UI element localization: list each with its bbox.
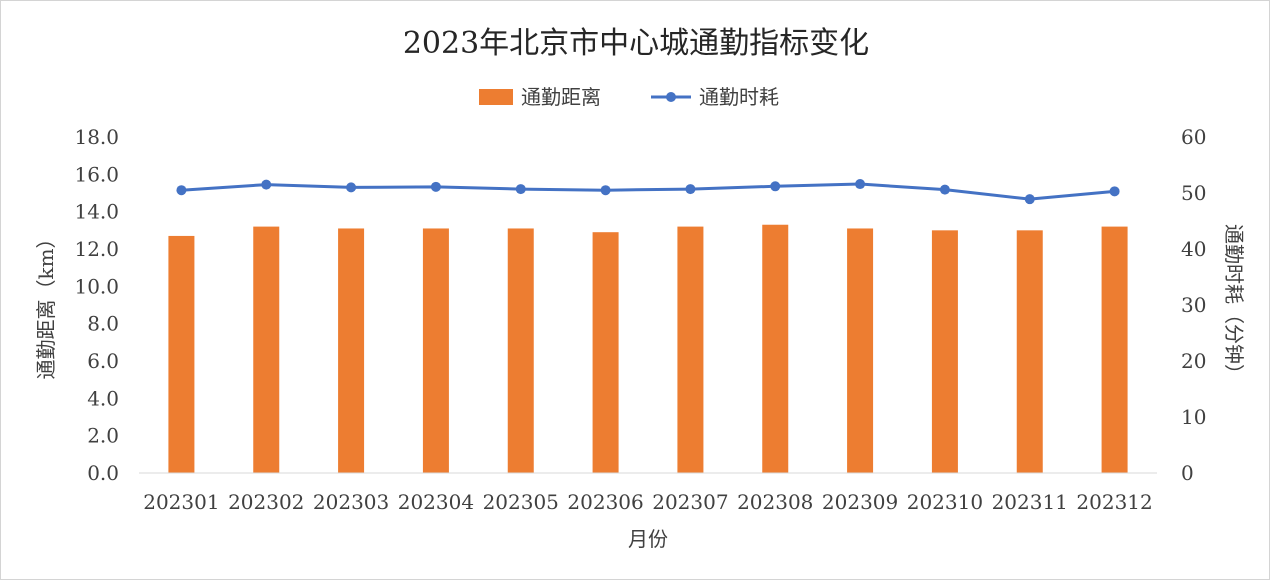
bar-202305: [507, 228, 534, 473]
x-tick-label: 202310: [907, 490, 983, 514]
bar-202301: [168, 235, 195, 473]
x-tick-label: 202308: [737, 490, 813, 514]
point-202303: [346, 182, 357, 193]
bar-202303: [338, 228, 365, 473]
bar-202311: [1016, 230, 1043, 473]
point-202308: [770, 181, 781, 192]
bar-202310: [931, 230, 958, 473]
line-series-time: [176, 179, 1120, 205]
chart-title: 2023年北京市中心城通勤指标变化: [403, 26, 869, 61]
y-right-tick-label: 60: [1181, 125, 1206, 149]
bar-202304: [422, 228, 449, 473]
y-left-tick-label: 16.0: [74, 162, 119, 186]
point-202305: [515, 184, 526, 195]
bar-202312: [1101, 226, 1128, 473]
bar-202307: [677, 226, 704, 473]
x-tick-label: 202301: [143, 490, 219, 514]
point-202301: [176, 185, 187, 196]
x-tick-label: 202309: [822, 490, 898, 514]
x-tick-label: 202307: [652, 490, 728, 514]
y-axis-right-title: 通勤时耗（分钟）: [1222, 224, 1246, 384]
y-left-tick-label: 0.0: [87, 461, 119, 485]
y-left-tick-label: 2.0: [87, 424, 119, 448]
point-202307: [685, 184, 696, 195]
y-right-tick-label: 20: [1181, 349, 1206, 373]
y-left-tick-label: 6.0: [87, 349, 119, 373]
y-left-tick-label: 4.0: [87, 386, 119, 410]
x-tick-label: 202312: [1076, 490, 1152, 514]
y-right-tick-label: 10: [1181, 405, 1206, 429]
legend-label-time: 通勤时耗: [699, 85, 779, 109]
bar-202309: [847, 228, 874, 473]
point-202309: [855, 179, 866, 190]
point-202302: [261, 179, 272, 190]
y-left-tick-label: 8.0: [87, 312, 119, 336]
point-202310: [939, 184, 950, 195]
y-axis-left-ticks: 0.0 2.0 4.0 6.0 8.0 10.0 12.0 14.0 16.0 18.0: [74, 125, 119, 485]
y-axis-left-title: 通勤距离（km）: [34, 228, 58, 379]
y-axis-right-ticks: 0 10 20 30 40 50 60: [1181, 125, 1206, 485]
bar-202302: [253, 226, 280, 473]
y-left-tick-label: 12.0: [74, 237, 119, 261]
y-right-tick-label: 50: [1181, 181, 1206, 205]
point-202306: [600, 185, 611, 196]
legend-marker-time: [666, 92, 676, 102]
y-left-tick-label: 18.0: [74, 125, 119, 149]
y-left-tick-label: 14.0: [74, 200, 119, 224]
legend: 通勤距离 通勤时耗: [479, 85, 779, 109]
bar-202306: [592, 232, 619, 473]
line-path-time: [181, 182, 1115, 201]
y-left-tick-label: 10.0: [74, 274, 119, 298]
y-right-tick-label: 0: [1181, 461, 1194, 485]
legend-label-distance: 通勤距离: [521, 85, 601, 109]
y-right-tick-label: 30: [1181, 293, 1206, 317]
point-202312: [1109, 186, 1120, 197]
point-202311: [1024, 194, 1035, 205]
x-tick-label: 202303: [313, 490, 389, 514]
x-tick-label: 202311: [992, 490, 1068, 514]
x-axis-title: 月份: [628, 527, 668, 551]
y-right-tick-label: 40: [1181, 237, 1206, 261]
x-tick-label: 202306: [567, 490, 643, 514]
x-tick-label: 202302: [228, 490, 304, 514]
x-tick-label: 202304: [398, 490, 474, 514]
legend-swatch-distance: [479, 89, 513, 105]
bar-202308: [762, 224, 789, 473]
x-tick-label: 202305: [483, 490, 559, 514]
x-axis-ticks: 202301 202302 202303 202304 202305 202306 2023…: [143, 490, 1153, 514]
bar-series-distance: [168, 224, 1128, 473]
point-202304: [430, 181, 441, 192]
